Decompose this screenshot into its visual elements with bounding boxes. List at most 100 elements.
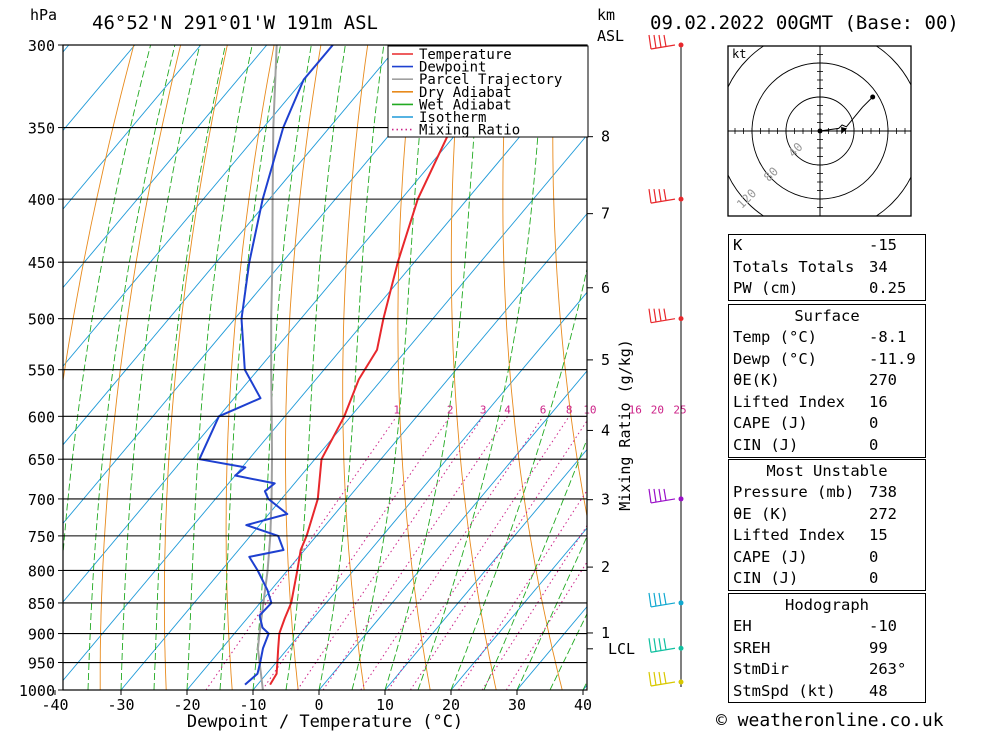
wind-barb (648, 189, 676, 204)
hpa-unit-label: hPa (30, 6, 58, 24)
most-unstable-row: θE (K) 272 (733, 504, 897, 523)
wind-barb-flag (648, 308, 652, 323)
wind-barb-shaft (650, 318, 676, 324)
pressure-tick-label: 350 (28, 120, 55, 138)
isotherm-line (63, 45, 466, 525)
wind-barb-flag (658, 308, 662, 322)
wind-barb-shaft (650, 681, 676, 687)
wind-barb-shaft (650, 647, 676, 653)
pressure-tick-label: 600 (28, 408, 55, 426)
temperature-tick-label: 40 (574, 696, 592, 714)
wind-barb (648, 592, 676, 608)
mixing-ratio-line (205, 416, 398, 690)
height-km-label: 1 (601, 624, 610, 642)
temperature-tick-label: 10 (376, 696, 394, 714)
wind-barb (648, 638, 676, 653)
wind-barb-shaft (650, 198, 676, 204)
dry-adiabat-line (976, 45, 1000, 690)
datetime-title: 09.02.2022 00GMT (Base: 00) (650, 12, 959, 34)
wind-level-dot (678, 496, 684, 502)
wind-barb (648, 34, 676, 50)
isotherm-line (63, 45, 334, 367)
legend-label: Dewpoint (419, 60, 486, 76)
wind-barb (648, 488, 676, 504)
isotherm-line (63, 45, 136, 132)
wind-barb-flag (663, 671, 667, 684)
wind-barb-flag (663, 488, 667, 501)
wind-barb-flag (653, 592, 657, 607)
legend-label: Mixing Ratio (419, 123, 520, 139)
hodograph-table: Hodograph EH -10 SREH 99 StmDir 263° StmSpd… (728, 593, 926, 704)
pressure-tick-label: 800 (28, 562, 55, 580)
mixing-ratio-axis-label: Mixing Ratio (g/kg) (616, 339, 634, 511)
most-unstable-table: Most Unstable Pressure (mb) 738 θE (K) 272… (728, 459, 926, 591)
wind-barb-flag (653, 638, 657, 652)
wind-barb-shaft (650, 498, 676, 504)
mixing-ratio-label: 25 (673, 403, 686, 416)
wind-barb-flag (653, 671, 657, 686)
index-row-k: K -15 (733, 236, 897, 254)
isotherm-line (450, 527, 587, 690)
temperature-tick-label: -30 (107, 696, 134, 714)
plot-frame (62, 44, 588, 691)
surface-row: CAPE (J) 0 (733, 414, 879, 433)
mixing-ratio-label: 4 (504, 403, 511, 416)
mixing-ratio-label: 20 (651, 403, 664, 416)
wind-barb-flag (663, 189, 667, 201)
wind-barb-flag (653, 189, 657, 203)
surface-title: Surface (794, 307, 860, 325)
hodograph-trace (819, 96, 874, 132)
isotherm-line (63, 55, 587, 682)
indices-top-table: K -15 Totals Totals 34 PW (cm) 0.25 (728, 234, 926, 301)
pressure-tick-label: 900 (28, 626, 55, 644)
wind-barb-flag (648, 592, 652, 608)
wind-barb-flag (663, 34, 667, 47)
wet-adiabat-line (285, 45, 346, 690)
dry-adiabat-line (285, 45, 322, 690)
isotherm-line (63, 45, 400, 446)
wind-barb-flag (658, 189, 662, 202)
legend-label: Parcel Trajectory (419, 72, 562, 88)
pressure-tick-label: 500 (28, 311, 55, 329)
temperature-line (269, 45, 505, 686)
pressure-tick-label: 550 (28, 362, 55, 380)
height-km-label: 6 (601, 279, 610, 297)
dry-adiabat-line (63, 45, 135, 384)
wind-barb-flag (653, 34, 657, 49)
wind-barb-flag (648, 34, 652, 50)
credit-link[interactable]: © weatheronline.co.uk (716, 710, 944, 731)
most-unstable-row: Pressure (mb) 738 (733, 483, 897, 501)
temperature-tick-label: -20 (173, 696, 200, 714)
height-km-label: 4 (601, 421, 610, 439)
lcl-label: LCL (608, 640, 635, 658)
index-row-pw: PW (cm) 0.25 (733, 279, 907, 298)
wind-barb-flag (648, 488, 652, 504)
legend-label: Temperature (419, 47, 512, 63)
pressure-tick-label: 700 (28, 491, 55, 509)
isotherm-line (186, 213, 587, 690)
wet-adiabat-line (87, 45, 176, 690)
wind-barb-flag (658, 592, 662, 606)
hodograph-title: Hodograph (785, 596, 869, 614)
wet-adiabat-line (252, 45, 312, 690)
wind-barb-shaft (650, 602, 676, 608)
wind-barb (648, 308, 676, 324)
isotherm-line (318, 370, 587, 690)
pressure-tick-label: 400 (28, 191, 55, 209)
mixing-ratio-label: 10 (583, 403, 596, 416)
height-km-label: 5 (601, 351, 610, 369)
wind-barb-flag (658, 488, 662, 502)
pressure-tick-label: 450 (28, 254, 55, 272)
isotherm-line (120, 134, 587, 690)
hodograph-row: SREH 99 (733, 638, 888, 657)
mixing-ratio-label: 8 (566, 403, 573, 416)
wet-adiabat-line (483, 437, 587, 690)
legend-label: Dry Adiabat (419, 85, 512, 101)
mixing-ratio-label: 2 (447, 403, 454, 416)
dry-adiabat-line (163, 45, 228, 690)
km-unit-label: km (597, 6, 616, 24)
isotherm-line (252, 291, 587, 690)
mixing-ratio-label: 1 (393, 403, 400, 416)
mixing-ratio-line (296, 416, 484, 690)
